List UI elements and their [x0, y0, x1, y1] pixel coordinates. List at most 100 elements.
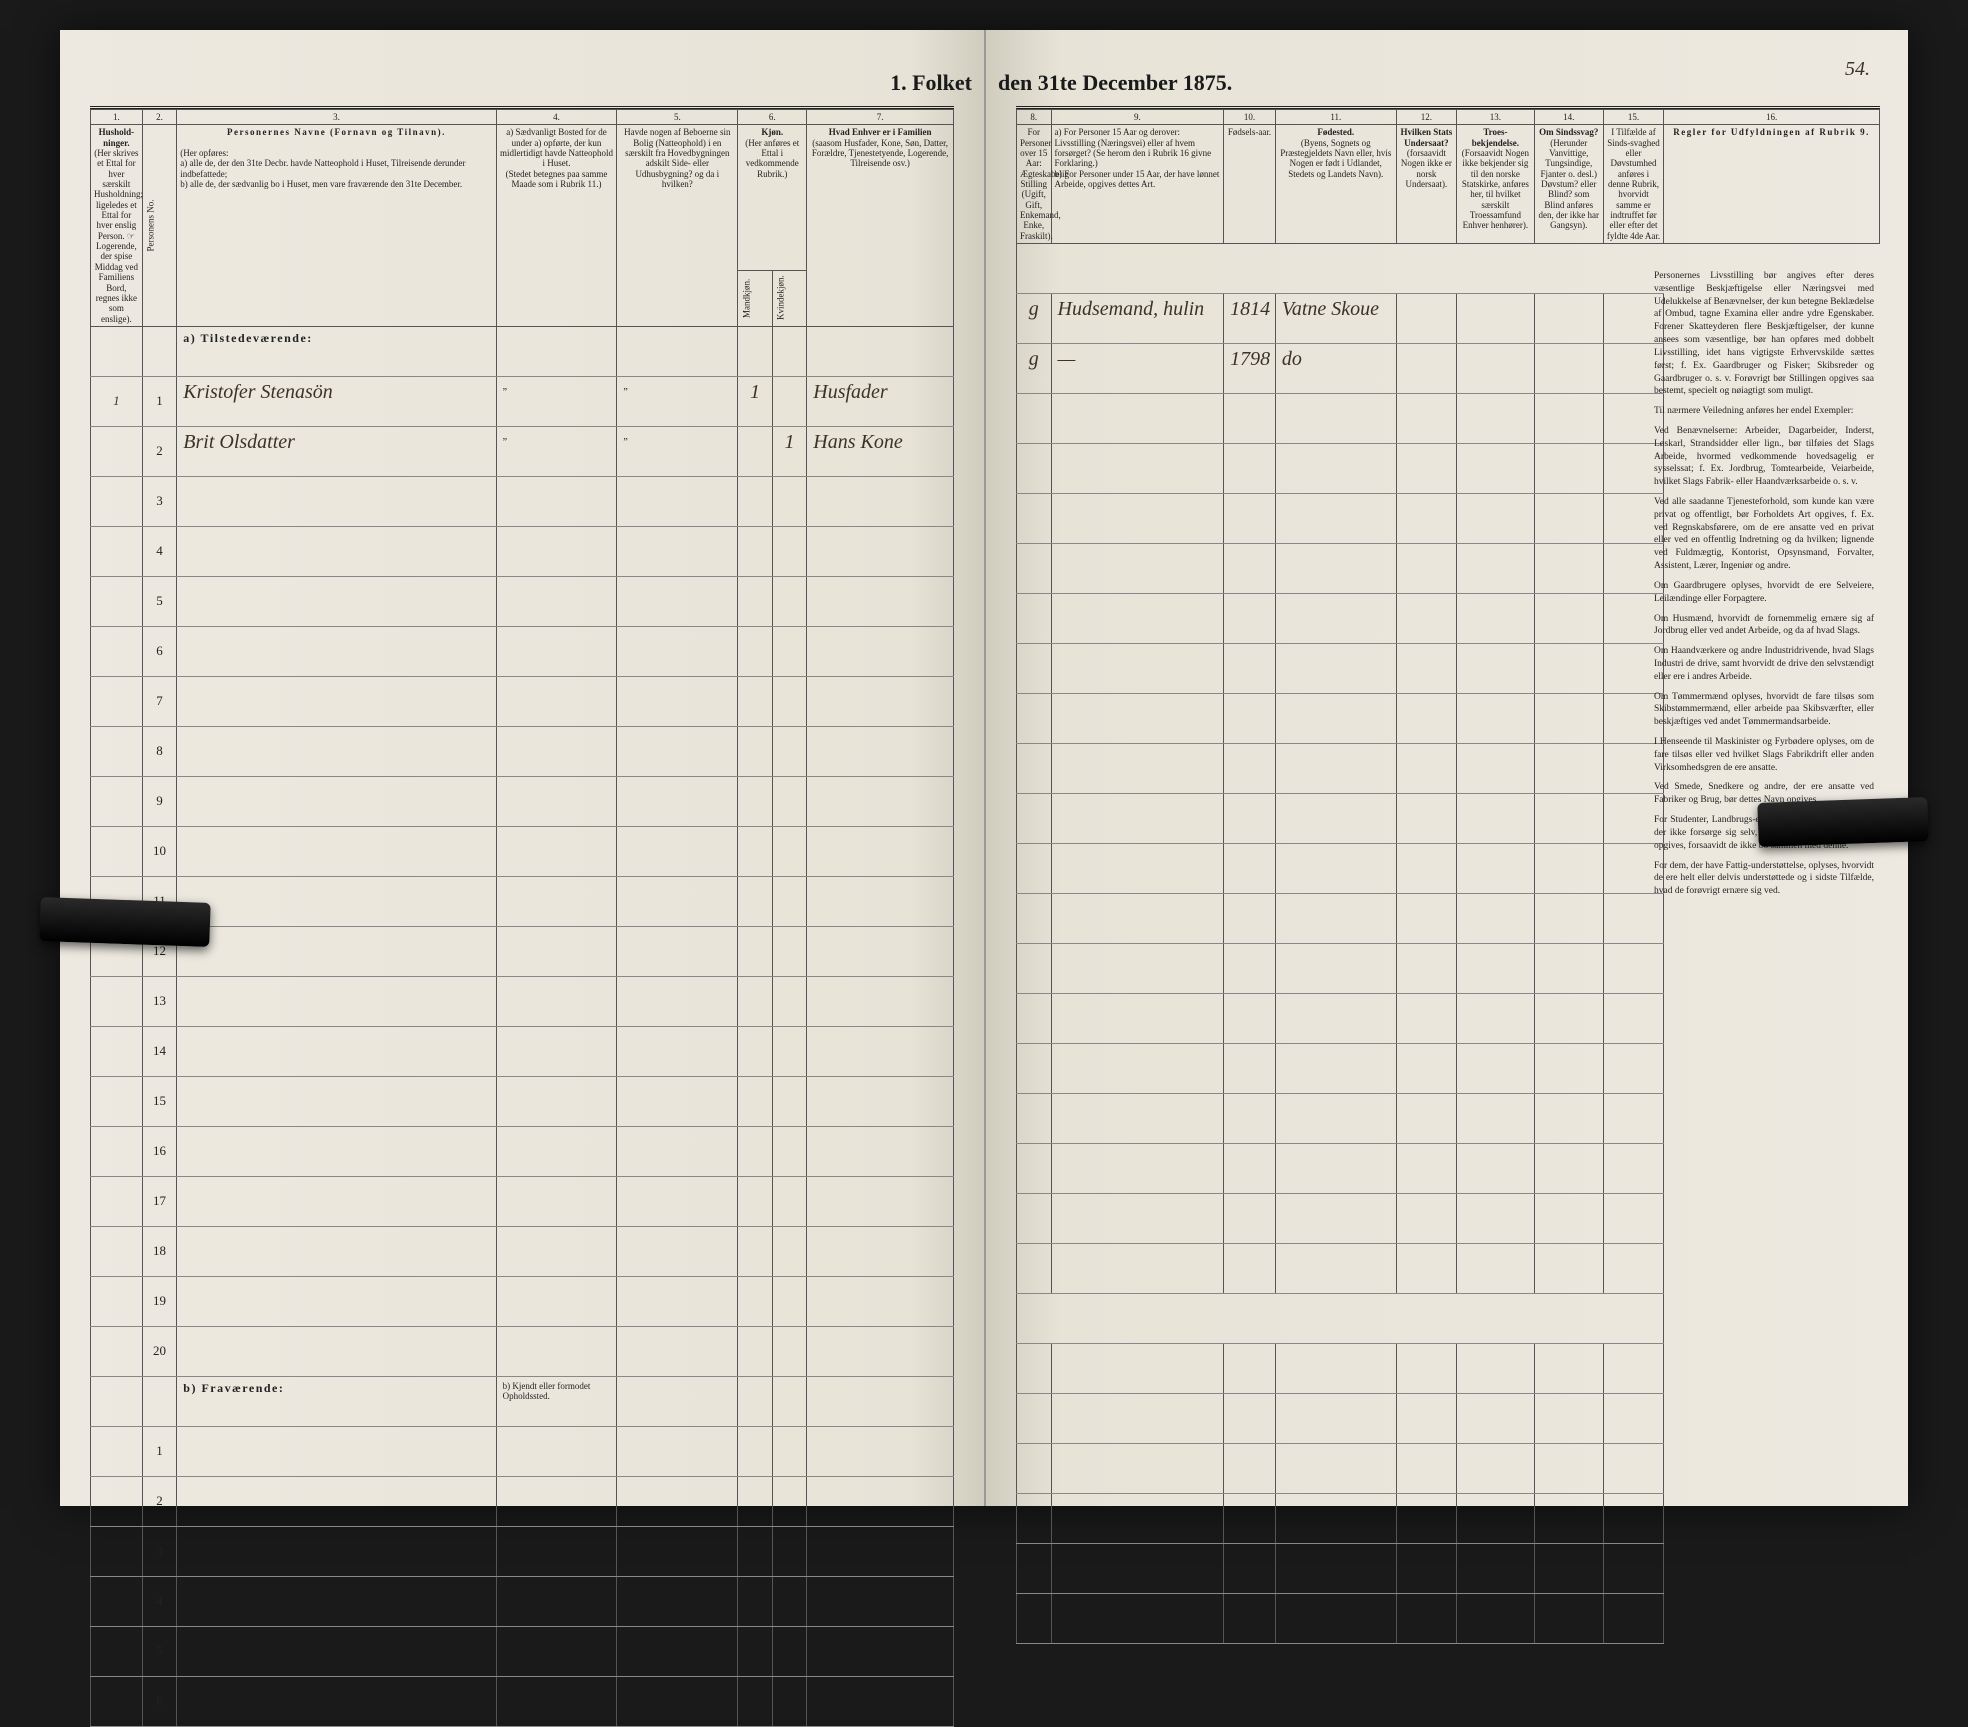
section-b-col4: b) Kjendt eller formodet Opholdssted. [496, 1376, 617, 1426]
col-12-num: 12. [1396, 110, 1456, 125]
cell-c4: „ [496, 426, 617, 476]
col-3-head: Personernes Navne (Fornavn og Tilnavn). … [177, 125, 496, 327]
col-16-head: Regler for Udfyldningen af Rubrik 9. [1664, 125, 1880, 244]
col-11-title: Fødested. [1317, 127, 1354, 137]
col-6-head: Kjøn. (Her anføres et Ettal i vedkommend… [738, 125, 807, 271]
page-title-left: 1. Folket [890, 70, 972, 96]
col-8-head: For Personer over 15 Aar: Ægteskabelig S… [1017, 125, 1052, 244]
cell-personno: 6 [142, 1676, 177, 1726]
col-4-head: a) Sædvanligt Bosted for de under a) opf… [496, 125, 617, 327]
cell-name: Brit Olsdatter [177, 426, 496, 476]
cell-c14 [1534, 294, 1603, 344]
cell-male [738, 426, 773, 476]
cell-c13 [1457, 294, 1535, 344]
cell-personno: 1 [142, 376, 177, 426]
page-number: 54. [1845, 58, 1870, 81]
cell-personno: 8 [142, 726, 177, 776]
cell-personno: 17 [142, 1176, 177, 1226]
cell-personno: 20 [142, 1326, 177, 1376]
cell-personno: 5 [142, 576, 177, 626]
col-1-title: Hushold- ninger. [99, 127, 135, 147]
col-5-num: 5. [617, 110, 738, 125]
page-title-right: den 31te December 1875. [998, 70, 1232, 96]
cell-marital: g [1017, 344, 1052, 394]
instruction-paragraph: Ved Benævnelserne: Arbeider, Dagarbeider… [1654, 425, 1874, 489]
cell-female: 1 [772, 426, 807, 476]
left-page: 1. Folket 1. 2. 3. 4. 5. 6. 7. [60, 30, 986, 1506]
cell-personno: 2 [142, 426, 177, 476]
instruction-paragraph: Til nærmere Veiledning anføres her endel… [1654, 405, 1874, 418]
col-3-num: 3. [177, 110, 496, 125]
col-12-head: Hvilken Stats Undersaat? (forsaavidt Nog… [1396, 125, 1456, 244]
cell-personno: 2 [142, 1476, 177, 1526]
cell-birthplace: do [1275, 344, 1396, 394]
col-2-head: Personens No. [142, 125, 177, 327]
cell-name: Kristofer Stenasön [177, 376, 496, 426]
col-12-title: Hvilken Stats Undersaat? [1401, 127, 1453, 147]
col-16-title: Regler for Udfyldningen af Rubrik 9. [1673, 127, 1870, 137]
col-6-sub: (Her anføres et Ettal i vedkommende Rubr… [745, 138, 799, 179]
col-11-num: 11. [1275, 110, 1396, 125]
instruction-paragraph: Ved alle saadanne Tjenesteforhold, som k… [1654, 496, 1874, 573]
cell-personno: 9 [142, 776, 177, 826]
cell-male: 1 [738, 376, 773, 426]
section-b-label: b) Fraværende: [177, 1376, 496, 1426]
col-7-sub: (saasom Husfader, Kone, Søn, Datter, For… [812, 138, 949, 169]
col-7-head: Hvad Enhver er i Familien (saasom Husfad… [807, 125, 954, 327]
section-a-label: a) Tilstedeværende: [177, 326, 496, 376]
cell-personno: 16 [142, 1126, 177, 1176]
cell-personno: 13 [142, 976, 177, 1026]
cell-c5: „ [617, 426, 738, 476]
col-3-title: Personernes Navne (Fornavn og Tilnavn). [227, 127, 446, 137]
cell-female [772, 376, 807, 426]
col-4-sub: (Stedet betegnes paa samme Maade som i R… [506, 169, 608, 189]
col-14-num: 14. [1534, 110, 1603, 125]
instruction-paragraph: Om Gaardbrugere oplyses, hvorvidt de ere… [1654, 580, 1874, 606]
cell-personno: 1 [142, 1426, 177, 1476]
cell-occupation: — [1051, 344, 1224, 394]
instruction-paragraph: For dem, der have Fattig-understøttelse,… [1654, 860, 1874, 898]
col-14-head: Om Sindssvag? (Herunder Vanvittige, Tung… [1534, 125, 1603, 244]
col-14-title: Om Sindssvag? [1539, 127, 1598, 137]
col-1-sub: (Her skrives et Ettal for hver særskilt … [94, 148, 143, 324]
cell-household: 1 [91, 376, 143, 426]
col-5-head: Havde nogen af Beboerne sin Bolig (Natte… [617, 125, 738, 327]
col-9-num: 9. [1051, 110, 1224, 125]
cell-household [91, 426, 143, 476]
col-1-num: 1. [91, 110, 143, 125]
cell-relation: Hans Kone [807, 426, 954, 476]
col-4-num: 4. [496, 110, 617, 125]
instruction-paragraph: Om Husmænd, hvorvidt de fornemmelig ernæ… [1654, 613, 1874, 639]
cell-personno: 7 [142, 676, 177, 726]
cell-birthyear: 1814 [1224, 294, 1276, 344]
ledger-table-left: 1. 2. 3. 4. 5. 6. 7. Hushold- ninger. (H… [90, 109, 954, 1727]
clip-left [39, 897, 210, 947]
cell-birthplace: Vatne Skoue [1275, 294, 1396, 344]
col-7-title: Hvad Enhver er i Familien [829, 127, 932, 137]
col-13-title: Troes-bekjendelse. [1472, 127, 1519, 147]
cell-c4: „ [496, 376, 617, 426]
cell-relation: Husfader [807, 376, 954, 426]
cell-c14 [1534, 344, 1603, 394]
cell-personno: 14 [142, 1026, 177, 1076]
col-13-num: 13. [1457, 110, 1535, 125]
col-8-num: 8. [1017, 110, 1052, 125]
cell-birthyear: 1798 [1224, 344, 1276, 394]
ledger-book: 1. Folket 1. 2. 3. 4. 5. 6. 7. [60, 30, 1908, 1506]
instruction-paragraph: I Henseende til Maskinister og Fyrbødere… [1654, 736, 1874, 774]
cell-personno: 6 [142, 626, 177, 676]
cell-personno: 3 [142, 476, 177, 526]
col-13-sub: (Forsaavidt Nogen ikke bekjender sig til… [1462, 148, 1529, 230]
col-11-sub: (Byens, Sognets og Præstegjeldets Navn e… [1280, 138, 1391, 179]
col-12-sub: (forsaavidt Nogen ikke er norsk Undersaa… [1401, 148, 1452, 189]
col-6-title: Kjøn. [761, 127, 783, 137]
clip-right [1757, 797, 1928, 847]
col-13-head: Troes-bekjendelse. (Forsaavidt Nogen ikk… [1457, 125, 1535, 244]
instruction-paragraph: Om Tømmermænd oplyses, hvorvidt de fare … [1654, 691, 1874, 729]
right-page: den 31te December 1875. 54. 8. 9. 10. 11… [986, 30, 1908, 1506]
cell-personno: 10 [142, 826, 177, 876]
cell-c12 [1396, 344, 1456, 394]
cell-personno: 3 [142, 1526, 177, 1576]
cell-marital: g [1017, 294, 1052, 344]
col-10-head: Fødsels-aar. [1224, 125, 1276, 244]
